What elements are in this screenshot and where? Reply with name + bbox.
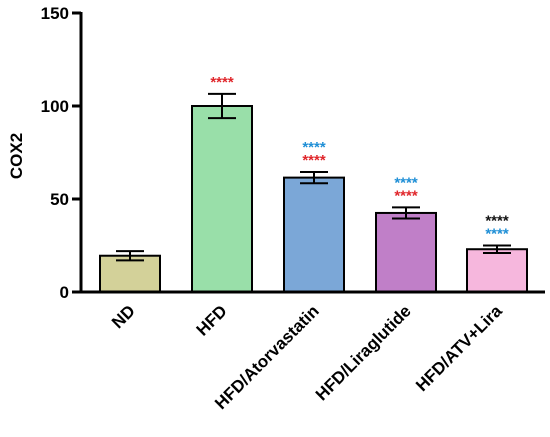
bar xyxy=(375,211,437,293)
x-axis: ND HFDHFD/AtorvastatinHFD/LiraglutideHFD/… xyxy=(80,290,545,413)
y-tick-label: 50 xyxy=(50,190,69,209)
significance-stars: **** xyxy=(210,74,234,91)
x-tick-label: ND xyxy=(108,301,139,332)
y-tick-label: 100 xyxy=(41,97,69,116)
x-tick-label: HFD xyxy=(193,301,231,339)
bar xyxy=(99,254,161,293)
x-tick-label: HFD/Atorvastatin xyxy=(211,301,323,413)
significance-stars: **** xyxy=(394,187,418,204)
significance-stars: **** xyxy=(394,174,418,191)
bar xyxy=(283,176,345,293)
x-tick-label: HFD/ATV+Lira xyxy=(412,301,506,395)
y-axis: 0 50 100 150 xyxy=(41,4,83,302)
bar xyxy=(191,105,253,293)
significance-stars: **** xyxy=(302,152,326,169)
y-tick-label: 0 xyxy=(60,283,69,302)
significance-stars: **** xyxy=(485,213,509,230)
y-axis-label: COX2 xyxy=(7,133,26,179)
y-tick-label: 150 xyxy=(41,4,69,23)
significance-stars: **** xyxy=(485,226,509,243)
x-tick-label: HFD/Liraglutide xyxy=(312,301,415,404)
bars: **************************** xyxy=(99,74,528,293)
bar xyxy=(466,248,528,293)
significance-stars: **** xyxy=(302,139,326,156)
